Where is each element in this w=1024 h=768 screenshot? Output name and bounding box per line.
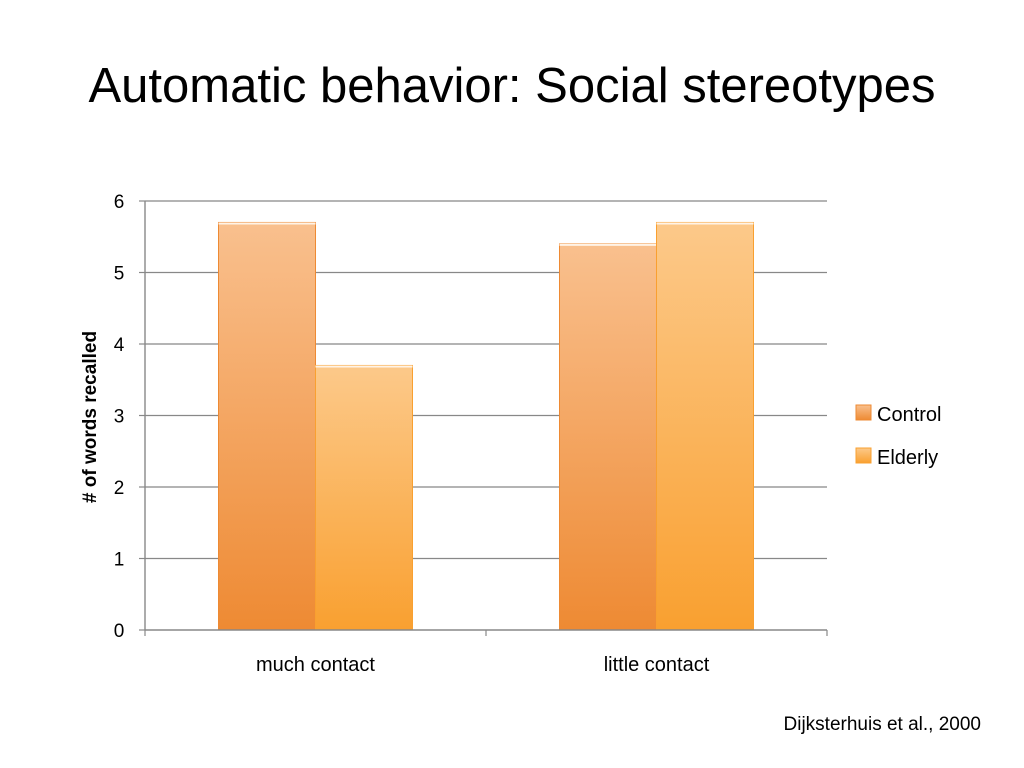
legend-label-elderly: Elderly bbox=[877, 447, 938, 469]
bar-control-much-contact bbox=[218, 221, 316, 631]
legend-label-control: Control bbox=[877, 404, 941, 426]
slide-title: Automatic behavior: Social stereotypes bbox=[88, 59, 936, 113]
y-axis-title: # of words recalled bbox=[80, 331, 101, 503]
y-tick-label: 3 bbox=[114, 407, 125, 428]
y-tick-label: 2 bbox=[114, 478, 125, 499]
legend-swatch-elderly bbox=[855, 447, 872, 464]
bar-elderly-little-contact bbox=[656, 221, 754, 631]
legend-swatch-control bbox=[855, 404, 872, 421]
y-tick-label: 0 bbox=[114, 621, 125, 642]
x-category-label: much contact bbox=[256, 654, 375, 676]
bars bbox=[218, 221, 754, 631]
y-tick-label: 4 bbox=[114, 335, 125, 356]
y-tick-label: 6 bbox=[114, 192, 125, 213]
citation: Dijksterhuis et al., 2000 bbox=[783, 714, 982, 735]
x-category-label: little contact bbox=[604, 654, 710, 676]
bar-control-little-contact bbox=[559, 243, 657, 631]
legend: Control Elderly bbox=[855, 404, 941, 469]
axes bbox=[139, 200, 828, 636]
y-tick-label: 5 bbox=[114, 264, 125, 285]
y-tick-label: 1 bbox=[114, 550, 125, 571]
axis-labels: 0 1 2 3 4 5 6 much contact little contact bbox=[114, 192, 710, 676]
bar-elderly-much-contact bbox=[315, 364, 413, 631]
